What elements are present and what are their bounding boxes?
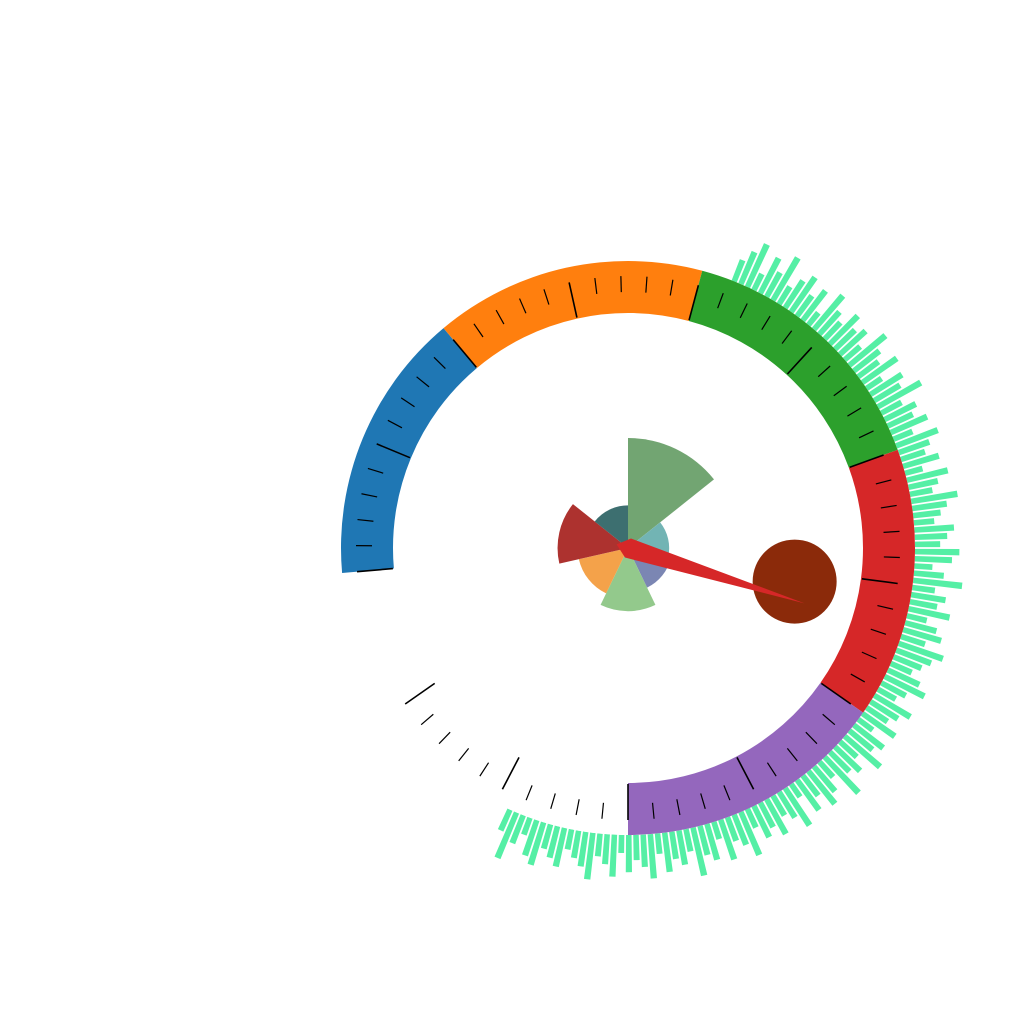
radial-bar <box>640 834 648 867</box>
minor-tick <box>884 557 900 558</box>
radial-bar <box>626 835 632 872</box>
radial-bar <box>633 835 639 860</box>
gauge-segment <box>444 261 703 368</box>
radial-bar <box>655 833 663 854</box>
rose-slice <box>628 438 714 548</box>
radial-bar <box>913 510 941 519</box>
radial-bar <box>915 549 959 555</box>
gauge-segment <box>341 328 477 573</box>
rose-chart <box>558 438 714 611</box>
radial-bar <box>914 563 932 570</box>
radial-bar <box>915 533 948 540</box>
radial-bar <box>595 833 603 856</box>
radial-bar <box>618 835 624 853</box>
radial-bar <box>602 834 610 864</box>
radial-bar <box>914 570 944 578</box>
radial-bar <box>912 585 935 594</box>
radial-bar <box>915 556 952 563</box>
radial-bar <box>914 518 935 525</box>
radial-bar <box>915 541 940 547</box>
radial-bar <box>914 524 954 532</box>
needle-marker <box>753 540 837 624</box>
radial-bar <box>609 835 617 877</box>
